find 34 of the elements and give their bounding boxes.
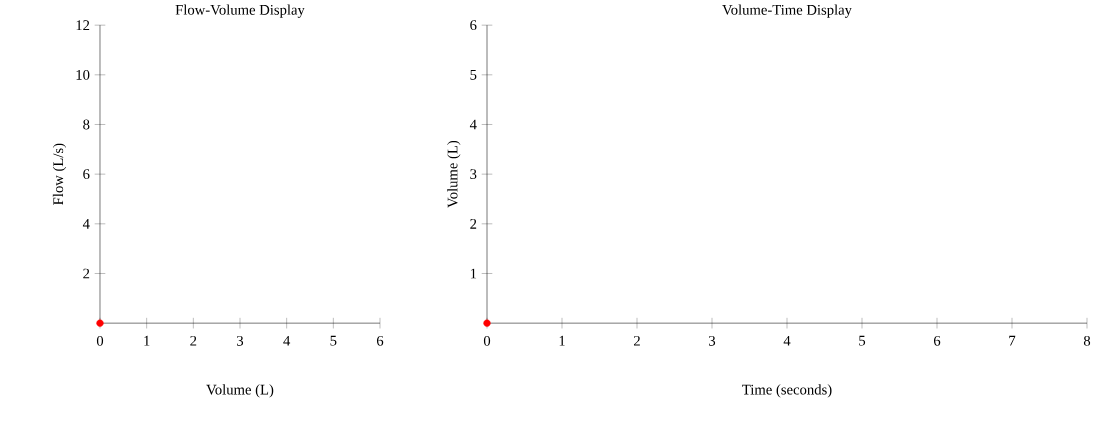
x-tick-label: 6	[933, 335, 941, 346]
x-tick-label: 5	[859, 335, 866, 346]
x-tick-label: 0	[96, 335, 104, 346]
x-tick-label: 8	[1083, 335, 1091, 346]
y-tick-label: 8	[83, 119, 90, 130]
y-tick-label: 3	[470, 169, 477, 180]
y-tick-label: 10	[76, 69, 90, 80]
x-tick-label: 3	[237, 335, 244, 346]
y-tick-label: 2	[83, 268, 90, 279]
x-axis-title: Time (seconds)	[742, 384, 832, 398]
chart-title: Volume-Time Display	[722, 4, 852, 18]
x-tick-label: 4	[283, 335, 291, 346]
y-tick-label: 6	[470, 20, 477, 31]
y-tick-label: 1	[470, 268, 477, 279]
x-tick-label: 1	[144, 335, 150, 346]
y-axis-title: Volume (L)	[447, 140, 461, 208]
x-tick-label: 1	[559, 335, 565, 346]
y-tick-label: 6	[83, 169, 90, 180]
y-axis-title: Flow (L/s)	[52, 143, 67, 205]
x-tick-label: 6	[376, 335, 384, 346]
x-tick-label: 0	[483, 335, 491, 346]
y-tick-label: 2	[470, 218, 477, 229]
y-tick-label: 4	[469, 119, 477, 130]
y-tick-label: 4	[82, 218, 90, 229]
x-tick-label: 2	[190, 335, 197, 346]
x-tick-label: 2	[633, 335, 640, 346]
x-tick-label: 4	[783, 335, 791, 346]
x-tick-label: 7	[1009, 335, 1016, 346]
y-tick-label: 5	[470, 69, 477, 80]
chart-title: Flow-Volume Display	[175, 4, 305, 18]
x-tick-label: 3	[709, 335, 716, 346]
x-axis-title: Volume (L)	[206, 384, 274, 398]
x-tick-label: 5	[330, 335, 337, 346]
y-tick-label: 12	[76, 20, 90, 30]
